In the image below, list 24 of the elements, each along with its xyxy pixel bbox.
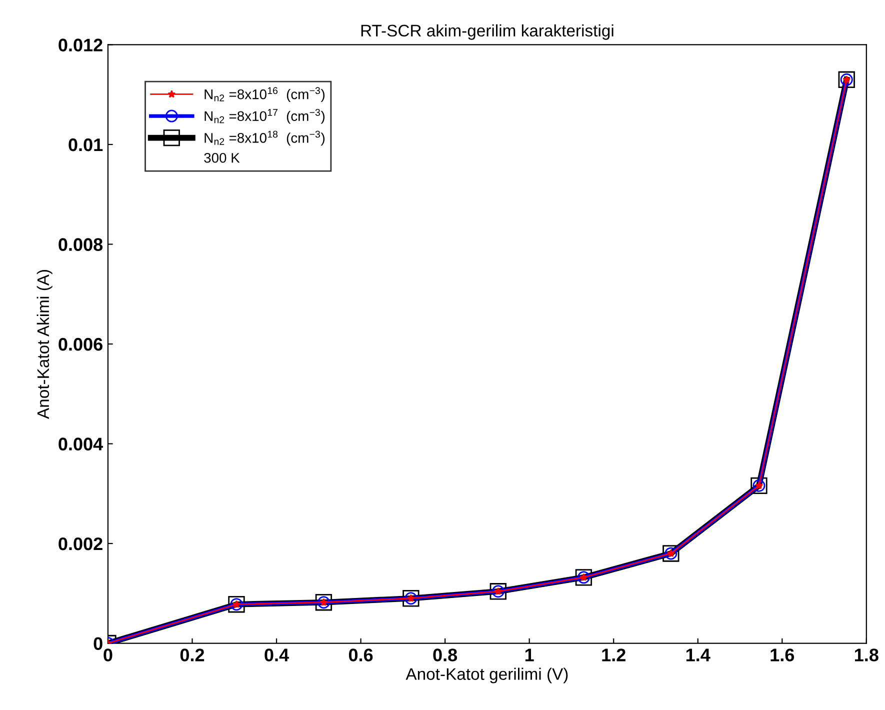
chart-title: RT-SCR akim-gerilim karakteristigi — [361, 24, 614, 40]
x-tick-label: 1 — [525, 648, 534, 662]
x-tick-label: 1.8 — [855, 648, 878, 662]
y-tick-label: 0.012 — [58, 38, 102, 52]
x-tick-label: 1.6 — [770, 648, 794, 662]
x-tick-label: 0.4 — [264, 648, 289, 662]
y-tick-label: 0.004 — [58, 438, 104, 450]
x-tick-label: 1.2 — [602, 648, 626, 662]
y-tick-label: 0.008 — [58, 238, 103, 251]
x-tick-label: 0.2 — [180, 648, 204, 662]
y-tick-label: 0.006 — [58, 338, 102, 351]
y-tick-label: 0.01 — [68, 138, 103, 152]
x-tick-label: 0.8 — [433, 648, 458, 662]
annotation: 300 K — [204, 152, 240, 163]
x-tick-label: 1.4 — [686, 648, 710, 662]
y-tick-label: 0.002 — [58, 537, 102, 550]
legend-label: N$_{n2}$ =8x10$^{17}$ (cm$^{−3}$) — [204, 108, 325, 124]
x-tick-label: 0 — [104, 648, 112, 662]
x-tick-label: 0.6 — [348, 648, 373, 662]
y-tick-label: 0 — [94, 637, 102, 650]
legend-label: N$_{n2}$ =8x10$^{18}$ (cm$^{−3}$) — [204, 130, 325, 146]
x-axis-title: Anot-Katot gerilimi (V) — [406, 668, 568, 684]
y-axis-title: Anot-Katot Akimi (A) — [36, 270, 52, 419]
legend-label: N$_{n2}$ =8x10$^{16}$ (cm$^{−3}$) — [204, 87, 325, 102]
